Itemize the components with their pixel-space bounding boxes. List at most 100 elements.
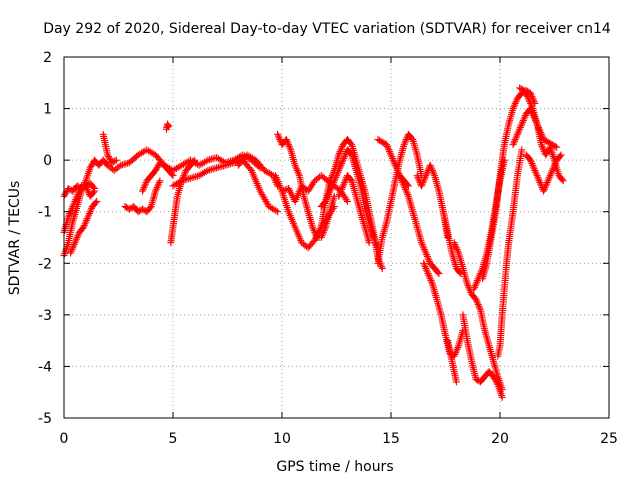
x-tick-label: 15: [382, 431, 400, 447]
data-point: [536, 127, 544, 135]
data-point: [414, 173, 422, 181]
data-point: [498, 393, 506, 401]
x-tick-label: 0: [60, 431, 69, 447]
data-point: [545, 139, 553, 147]
data-point: [333, 170, 341, 178]
data-point: [337, 161, 345, 169]
data-point: [278, 187, 286, 195]
data-point: [330, 178, 338, 186]
data-point: [422, 249, 430, 257]
data-point: [324, 192, 332, 200]
data-series: [479, 87, 539, 283]
data-point: [391, 161, 399, 169]
data-point: [537, 141, 545, 149]
data-point: [272, 207, 280, 215]
data-series: [459, 311, 506, 401]
data-point: [339, 182, 347, 190]
data-point: [329, 180, 337, 188]
data-point: [314, 232, 322, 240]
data-point: [336, 189, 344, 197]
data-point: [84, 187, 92, 195]
data-point: [284, 139, 292, 147]
data-point: [69, 242, 77, 250]
data-point: [73, 192, 81, 200]
data-point: [402, 137, 410, 145]
data-point: [340, 154, 348, 162]
data-point: [168, 170, 176, 178]
data-point: [402, 136, 410, 144]
x-tick-label: 5: [169, 431, 178, 447]
data-point: [493, 379, 501, 387]
data-point: [549, 165, 557, 173]
data-point: [139, 185, 147, 193]
data-point: [402, 185, 410, 193]
data-point: [154, 182, 162, 190]
data-point: [314, 230, 322, 238]
data-series: [121, 177, 164, 216]
data-point: [535, 125, 543, 133]
data-series: [335, 172, 373, 247]
data-point: [71, 197, 79, 205]
data-point: [347, 150, 355, 158]
data-point: [64, 185, 72, 193]
data-point: [86, 208, 94, 216]
data-point: [422, 264, 430, 272]
data-point: [529, 111, 537, 119]
data-point: [512, 98, 520, 106]
data-point: [155, 178, 163, 186]
data-point: [67, 206, 75, 214]
x-tick-label: 25: [600, 431, 618, 447]
data-point: [540, 187, 548, 195]
data-point: [516, 84, 524, 92]
data-point: [347, 139, 355, 147]
data-point: [146, 204, 154, 212]
data-point: [330, 177, 338, 185]
data-point: [423, 251, 431, 259]
data-point: [537, 129, 545, 137]
data-point: [335, 165, 343, 173]
data-point: [338, 144, 346, 152]
data-point: [190, 157, 198, 165]
data-point: [543, 149, 551, 157]
data-point: [428, 278, 436, 286]
data-point: [527, 158, 535, 166]
data-point: [72, 194, 80, 202]
data-point: [181, 170, 189, 178]
data-point: [475, 302, 483, 310]
data-point: [535, 177, 543, 185]
data-point: [525, 96, 533, 104]
data-point: [322, 196, 330, 204]
data-point: [390, 158, 398, 166]
data-point: [157, 160, 165, 168]
data-series: [374, 136, 412, 190]
data-point: [341, 151, 349, 159]
data-point: [343, 197, 351, 205]
data-point: [427, 276, 435, 284]
data-series: [374, 130, 426, 267]
data-point: [105, 154, 113, 162]
data-point: [421, 247, 429, 255]
y-tick-label: -1: [38, 205, 52, 221]
data-point: [454, 344, 462, 352]
data-point: [450, 239, 458, 247]
data-point: [413, 172, 421, 180]
data-point: [335, 149, 343, 157]
data-point: [514, 129, 522, 137]
data-point: [274, 208, 282, 216]
data-point: [542, 151, 550, 159]
data-point: [518, 146, 526, 154]
data-point: [418, 180, 426, 188]
data-point: [473, 297, 481, 305]
data-point: [341, 177, 349, 185]
data-point: [434, 268, 442, 276]
data-point: [86, 164, 94, 172]
data-point: [74, 232, 82, 240]
data-point: [70, 199, 78, 207]
data-point: [425, 256, 433, 264]
data-point: [77, 185, 85, 193]
data-point: [510, 139, 518, 147]
data-point: [153, 163, 161, 171]
data-point: [400, 141, 408, 149]
data-point: [422, 172, 430, 180]
data-point: [529, 163, 537, 171]
